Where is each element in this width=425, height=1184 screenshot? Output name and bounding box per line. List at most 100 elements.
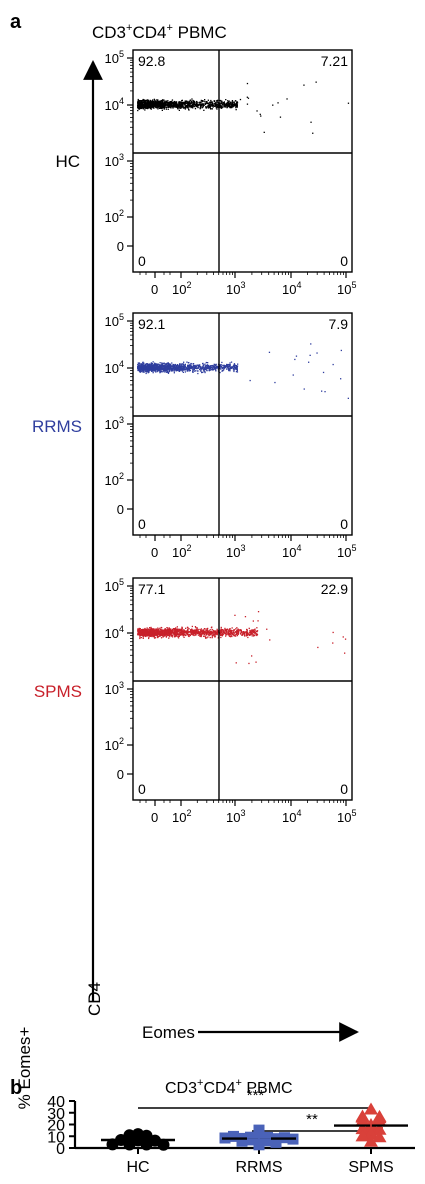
event-dot <box>167 630 170 632</box>
event-dot <box>155 105 157 107</box>
event-dot <box>170 107 172 109</box>
event-dot <box>147 368 149 370</box>
event-dot <box>167 368 169 370</box>
event-dot <box>248 634 250 636</box>
event-dot <box>173 370 175 372</box>
event-dot <box>174 629 177 631</box>
panel-a-title: CD3+CD4+ PBMC <box>92 22 227 42</box>
event-dot <box>194 106 196 108</box>
event-dot <box>221 631 223 633</box>
event-dot <box>185 366 187 369</box>
event-dot <box>140 629 142 631</box>
event-dot <box>151 632 153 634</box>
event-dot <box>179 633 181 635</box>
event-dot <box>200 367 202 369</box>
event-dot <box>173 630 175 632</box>
event-dot <box>231 100 234 102</box>
event-dot <box>172 104 174 106</box>
event-dot <box>138 369 140 371</box>
event-dot <box>252 629 255 631</box>
event-dot <box>235 106 237 108</box>
event-dot <box>164 631 166 633</box>
event-dot <box>162 636 164 638</box>
event-dot <box>231 367 233 370</box>
event-dot <box>160 104 162 106</box>
event-dot <box>182 106 184 108</box>
event-dot <box>226 630 228 632</box>
event-dot <box>176 634 178 636</box>
x-ticks: 0 102 103 104 105 <box>139 272 356 297</box>
event-dot <box>200 630 202 632</box>
event-dot <box>249 379 251 382</box>
event-dot <box>241 633 243 635</box>
event-dot <box>151 366 153 368</box>
event-dot <box>144 101 146 103</box>
event-dot <box>194 367 196 369</box>
event-dot <box>142 371 144 373</box>
event-dot <box>148 103 150 106</box>
event-dot <box>156 101 159 103</box>
event-dot <box>229 630 231 633</box>
event-dot <box>158 102 160 104</box>
event-dot <box>176 102 178 105</box>
event-dot <box>147 106 149 109</box>
event-dot <box>160 371 163 373</box>
event-dot <box>146 99 148 101</box>
event-dot <box>157 629 159 631</box>
event-dot <box>216 630 219 632</box>
event-dot <box>164 103 167 105</box>
event-dot <box>166 366 168 369</box>
event-dot <box>172 369 174 371</box>
event-dot <box>175 369 177 371</box>
event-dot <box>148 366 151 369</box>
event-dot <box>137 630 140 632</box>
event-dot <box>182 363 184 365</box>
event-dot <box>157 104 159 106</box>
event-dot <box>202 630 204 632</box>
event-dot <box>179 106 181 108</box>
event-dot <box>202 363 204 365</box>
event-dot <box>174 364 176 366</box>
event-dot <box>170 368 172 370</box>
event-dot <box>158 630 161 632</box>
event-dot <box>184 102 186 105</box>
event-dot <box>148 370 150 372</box>
event-dot <box>213 103 216 105</box>
event-dot <box>235 103 237 105</box>
event-dot <box>188 100 190 102</box>
event-dot <box>181 633 184 635</box>
event-dot <box>152 361 154 363</box>
event-dot <box>168 104 170 106</box>
event-dot <box>223 106 225 108</box>
event-dot <box>161 363 163 365</box>
event-dot <box>171 362 173 364</box>
event-dot <box>162 365 164 367</box>
event-dot <box>234 100 237 102</box>
event-dot <box>246 629 248 631</box>
event-dot <box>234 614 236 616</box>
event-dot <box>181 103 183 106</box>
event-dot <box>210 630 212 632</box>
event-dot <box>147 630 150 632</box>
event-dot <box>147 632 149 634</box>
event-dot <box>228 369 230 372</box>
event-dot <box>207 627 209 630</box>
event-dot <box>199 366 202 368</box>
event-dot <box>190 630 192 632</box>
event-dot <box>220 628 222 631</box>
event-dot <box>160 629 162 631</box>
y-tick-label-1e5: 105 <box>105 49 124 66</box>
event-dot <box>228 105 230 107</box>
event-dot <box>237 632 240 634</box>
event-dot <box>172 364 174 366</box>
event-dot <box>208 634 210 637</box>
event-dot <box>139 363 141 365</box>
event-dot <box>157 365 159 368</box>
event-dot <box>155 628 158 630</box>
event-dot <box>137 103 139 105</box>
event-dot <box>152 633 154 635</box>
event-dot <box>211 367 213 369</box>
event-dot <box>229 628 231 630</box>
event-dot <box>222 633 224 636</box>
